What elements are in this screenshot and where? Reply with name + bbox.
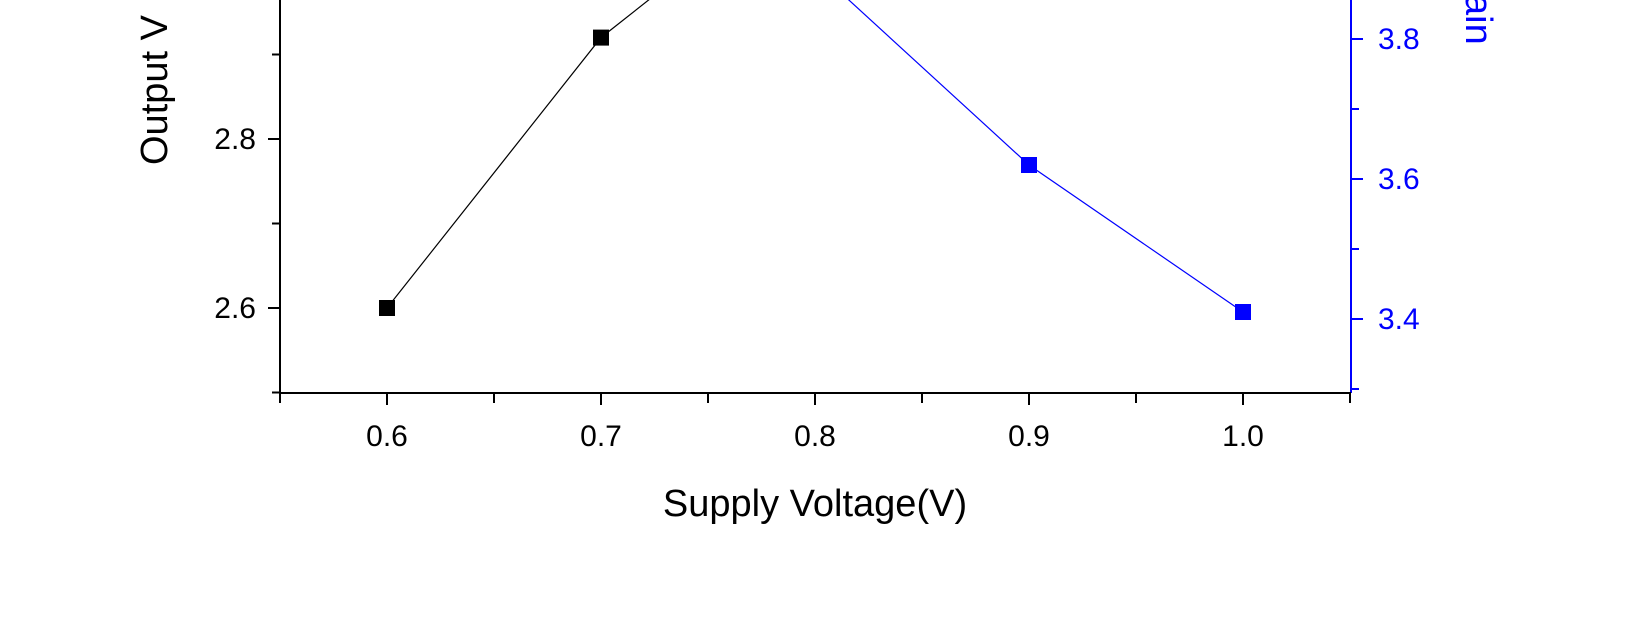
data-point-left — [593, 29, 609, 46]
markers-layer — [379, 29, 1251, 320]
right-y-tick-label: 3.8 — [1378, 23, 1420, 56]
x-tick-label: 0.9 — [1008, 420, 1050, 453]
x-tick-label: 0.7 — [580, 420, 622, 453]
x-tick-label: 1.0 — [1222, 420, 1264, 453]
right-y-tick-label: 3.4 — [1378, 303, 1420, 336]
left-y-tick-label: 2.6 — [214, 292, 256, 325]
data-point-left — [379, 300, 395, 316]
ticks-layer: 0.6 0.7 0.8 0.9 1.0 2.6 2.8 3.4 3.6 3.8 — [214, 23, 1419, 453]
series-line-left — [386, 0, 650, 309]
x-tick-label: 0.8 — [794, 420, 836, 453]
right-y-tick-label: 3.6 — [1378, 163, 1420, 196]
data-point-right — [1021, 157, 1037, 173]
left-y-tick-label: 2.8 — [214, 123, 256, 156]
left-y-axis-title: Output V — [134, 14, 176, 165]
x-tick-label: 0.6 — [366, 420, 408, 453]
right-y-axis-title: ain — [1457, 0, 1499, 45]
series-line-right — [847, 0, 1244, 313]
x-axis-title: Supply Voltage(V) — [663, 483, 967, 525]
series-lines-layer — [386, 0, 1244, 313]
data-point-right — [1235, 304, 1251, 320]
